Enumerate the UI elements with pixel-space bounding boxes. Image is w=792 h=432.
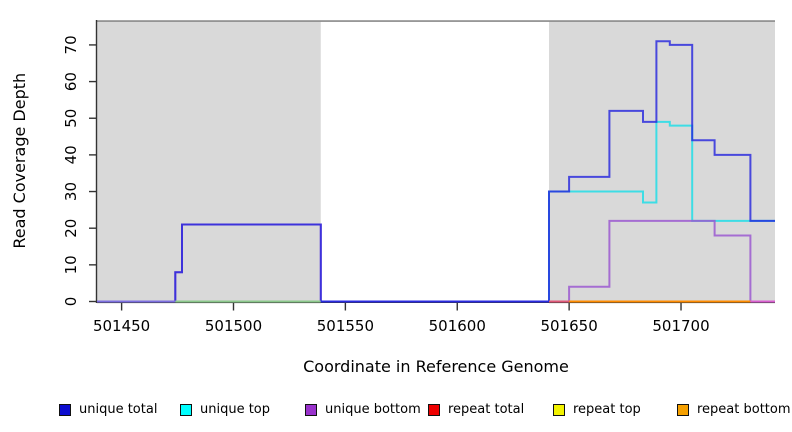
y-tick-label: 10: [62, 255, 80, 274]
y-tick-label: 60: [62, 72, 80, 91]
x-axis-title: Coordinate in Reference Genome: [303, 357, 569, 376]
x-tick-label: 501500: [205, 317, 262, 335]
y-tick-label: 50: [62, 109, 80, 128]
y-tick-label: 30: [62, 182, 80, 201]
x-tick-label: 501700: [652, 317, 709, 335]
series-unique-total-line: [97, 40, 775, 303]
y-tick-label: 70: [62, 35, 80, 54]
shaded-region: [97, 21, 321, 304]
y-tick-label: 40: [62, 145, 80, 164]
y-tick-label: 20: [62, 219, 80, 238]
x-tick-label: 501550: [317, 317, 374, 335]
y-axis-title: Read Coverage Depth: [10, 73, 29, 249]
shaded-region: [549, 21, 775, 304]
x-tick-label: 501600: [429, 317, 486, 335]
y-tick-label: 0: [62, 297, 80, 307]
x-tick-label: 501650: [541, 317, 598, 335]
x-tick-label: 501450: [93, 317, 150, 335]
